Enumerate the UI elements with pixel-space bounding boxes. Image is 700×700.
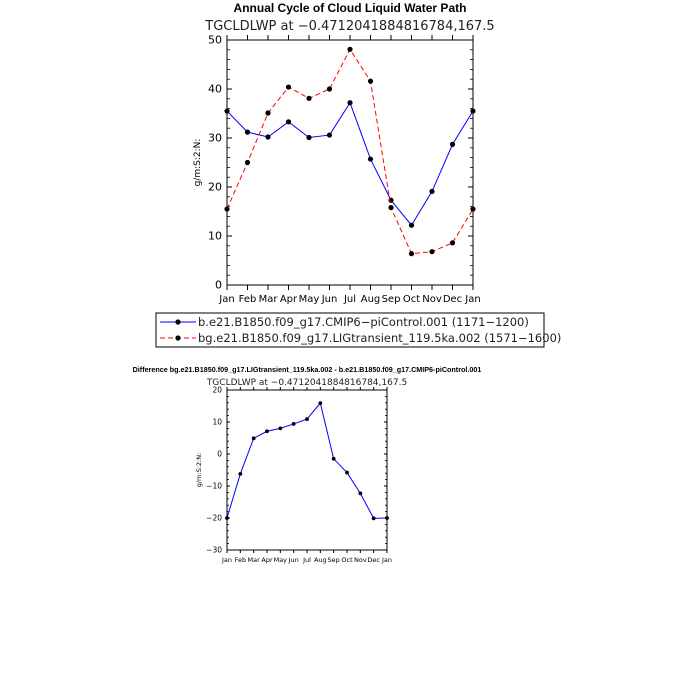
x-tick-label: Mar — [248, 556, 261, 564]
y-axis-label: g/m:S:2:N: — [193, 139, 203, 187]
x-tick-label: Aug — [361, 294, 381, 305]
y-tick-label: 20 — [208, 181, 222, 194]
x-tick-label: Dec — [443, 294, 462, 305]
data-point — [278, 426, 283, 431]
x-tick-label: Jul — [343, 294, 356, 305]
data-point — [238, 471, 243, 476]
x-tick-label: Oct — [403, 294, 420, 305]
chart-subtitle: TGCLDLWP at −0.4712041884816784,167.5 — [204, 19, 494, 34]
y-axis-label: g/m:S:2:N: — [195, 453, 203, 488]
x-tick-label: Apr — [280, 294, 298, 305]
y-tick-label: 10 — [212, 417, 222, 426]
x-tick-label: Mar — [259, 294, 279, 305]
chart-subtitle: TGCLDLWP at −0.4712041884816784,167.5 — [206, 378, 407, 388]
legend-box — [155, 312, 545, 348]
x-tick-label: Jul — [302, 556, 311, 564]
data-point — [388, 204, 394, 211]
data-point — [318, 401, 323, 406]
y-tick-label: −30 — [206, 545, 222, 554]
x-tick-label: Aug — [314, 556, 327, 564]
data-point — [306, 134, 312, 141]
data-point — [449, 141, 456, 147]
series-line-1 — [226, 101, 474, 227]
data-point — [244, 129, 251, 135]
legend-marker — [175, 319, 181, 325]
y-tick-label: 40 — [208, 83, 222, 96]
chart-1: Annual Cycle of Cloud Liquid Water Path T… — [155, 1, 561, 348]
data-point — [224, 108, 230, 114]
x-tick-label: Jun — [321, 294, 338, 305]
data-point — [347, 46, 353, 52]
chart-title: Annual Cycle of Cloud Liquid Water Path — [234, 1, 467, 15]
data-point — [285, 119, 292, 125]
y-tick-label: 30 — [208, 132, 222, 145]
x-tick-label: Jan — [218, 294, 234, 305]
data-point — [331, 456, 336, 461]
x-tick-label: Sep — [382, 294, 401, 305]
data-point — [345, 470, 349, 475]
data-point — [244, 159, 251, 166]
data-point — [367, 156, 374, 162]
legend-label: bg.e21.B1850.f09_g17.LIGtransient_119.5k… — [198, 331, 561, 345]
y-tick-label: 0 — [217, 449, 222, 458]
data-point — [305, 417, 309, 422]
x-tick-label: Nov — [354, 556, 367, 564]
data-point — [408, 222, 415, 228]
data-point — [408, 251, 415, 257]
legend-marker — [175, 335, 181, 341]
chart-title: Difference bg.e21.B1850.f09_g17.LIGtrans… — [133, 365, 482, 374]
data-point — [449, 240, 456, 246]
x-tick-label: Jan — [464, 294, 480, 305]
legend-label: b.e21.B1850.f09_g17.CMIP6−piControl.001 … — [198, 315, 529, 329]
y-tick-label: −10 — [206, 481, 222, 490]
x-tick-label: Dec — [367, 556, 380, 564]
data-point — [429, 188, 435, 195]
data-point — [265, 134, 271, 140]
y-tick-label: 20 — [212, 385, 222, 394]
data-point — [265, 429, 269, 434]
plot-frame — [226, 389, 388, 551]
data-point — [326, 132, 333, 138]
x-tick-label: Jan — [221, 556, 232, 564]
plot-frame — [226, 39, 474, 286]
data-point — [291, 422, 296, 426]
data-point — [224, 206, 230, 212]
y-tick-label: 0 — [215, 279, 222, 292]
y-tick-label: −20 — [206, 513, 222, 522]
data-point — [385, 516, 389, 520]
x-tick-label: Nov — [422, 294, 442, 305]
data-point — [429, 249, 435, 255]
x-tick-label: Feb — [235, 556, 247, 564]
data-point — [306, 95, 312, 101]
data-point — [326, 86, 333, 92]
data-point — [225, 516, 229, 520]
x-tick-label: Jan — [381, 556, 392, 564]
x-tick-label: Apr — [261, 556, 273, 564]
x-tick-label: May — [299, 294, 320, 305]
x-tick-label: Jun — [288, 556, 299, 564]
x-tick-label: Sep — [328, 556, 340, 564]
data-point — [358, 491, 363, 496]
data-point — [285, 84, 292, 90]
x-tick-label: Oct — [341, 556, 353, 564]
data-point — [251, 436, 256, 441]
y-tick-label: 50 — [208, 34, 222, 47]
x-tick-label: Feb — [239, 294, 257, 305]
series-line-2 — [226, 48, 474, 255]
x-tick-label: May — [274, 556, 288, 564]
data-point — [470, 108, 476, 114]
chart-2: Difference bg.e21.B1850.f09_g17.LIGtrans… — [133, 365, 482, 564]
data-point — [367, 78, 374, 84]
data-point — [347, 100, 353, 106]
data-point — [470, 206, 476, 212]
y-tick-label: 10 — [208, 230, 222, 243]
data-point — [371, 516, 376, 521]
data-point — [265, 110, 271, 116]
